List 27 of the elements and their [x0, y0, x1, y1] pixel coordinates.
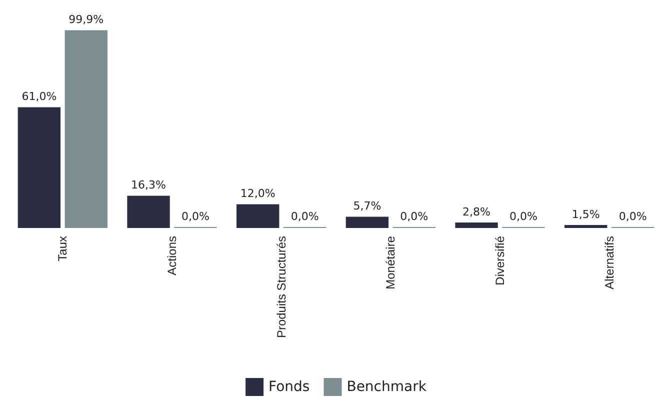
x-tick-label: Alternatifs [602, 236, 616, 290]
bar [346, 216, 389, 228]
x-tick-label: Actions [165, 236, 179, 276]
bar [455, 222, 498, 228]
x-tick-label: Taux [56, 236, 70, 262]
data-label: 61,0% [22, 90, 57, 104]
legend-label: Benchmark [346, 379, 428, 395]
legend-label: Fonds [268, 379, 310, 395]
bar [64, 30, 108, 228]
bar [564, 225, 608, 228]
data-label: 0,0% [290, 210, 319, 223]
x-tick-label: Produits Structurés [274, 236, 288, 338]
x-tick-label: Diversifié [493, 236, 507, 286]
data-label: 12,0% [240, 187, 276, 200]
data-label: 0,0% [400, 210, 428, 223]
bar [18, 107, 61, 228]
data-label: 2,8% [462, 205, 490, 218]
data-label: 0,0% [510, 210, 538, 223]
data-label: 99,9% [68, 13, 104, 26]
data-label: 1,5% [572, 208, 600, 222]
data-label: 16,3% [131, 178, 166, 192]
data-label: 0,0% [618, 210, 647, 223]
x-tick-label: Monétaire [384, 236, 398, 290]
bar [236, 204, 280, 228]
bar [127, 196, 170, 228]
data-label: 0,0% [182, 210, 210, 223]
data-label: 5,7% [353, 200, 382, 213]
